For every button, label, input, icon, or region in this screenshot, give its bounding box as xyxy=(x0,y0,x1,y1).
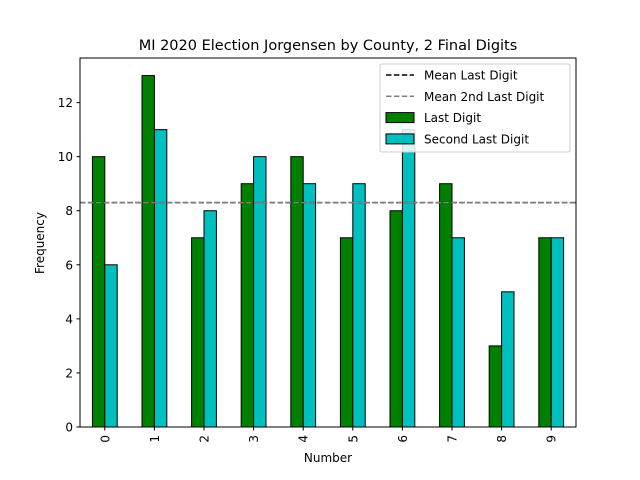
bar-last-digit-9 xyxy=(538,237,552,428)
x-tick-label: 2 xyxy=(198,435,212,443)
y-tick-label: 12 xyxy=(58,96,73,110)
bar-last-digit-6 xyxy=(389,210,403,428)
x-tick-label: 8 xyxy=(495,435,509,443)
bar-last-digit-3 xyxy=(240,183,255,428)
bar-last-digit-8 xyxy=(488,345,503,428)
y-tick-label: 10 xyxy=(58,150,73,164)
legend-swatch-second-last-digit xyxy=(385,133,415,145)
x-axis: 0 1 2 3 4 5 6 7 8 9 xyxy=(98,427,559,443)
y-tick-label: 0 xyxy=(65,421,73,435)
chart-title: MI 2020 Election Jorgensen by County, 2 … xyxy=(139,38,518,54)
x-tick-label: 7 xyxy=(446,435,460,443)
bar-second-last-digit-6 xyxy=(401,129,416,428)
bar-second-last-digit-2 xyxy=(203,210,217,428)
y-tick-label: 8 xyxy=(65,204,73,218)
bar-second-last-digit-5 xyxy=(352,183,366,428)
bar-last-digit-2 xyxy=(191,237,205,428)
legend-box xyxy=(379,63,571,153)
y-tick-label: 2 xyxy=(65,366,73,380)
legend: Mean Last Digit Mean 2nd Last Digit Last D… xyxy=(379,63,571,153)
legend-label-second-last-digit: Second Last Digit xyxy=(424,132,529,146)
x-tick-label: 6 xyxy=(396,435,410,443)
legend-label-mean-2nd-last-digit: Mean 2nd Last Digit xyxy=(424,90,545,104)
bar-last-digit-1 xyxy=(141,75,155,428)
bars-layer xyxy=(91,75,565,428)
bar-second-last-digit-3 xyxy=(253,156,267,428)
y-axis-label: Frequency xyxy=(33,212,47,274)
bar-last-digit-5 xyxy=(339,237,354,428)
x-tick-label: 0 xyxy=(98,435,112,443)
legend-label-last-digit: Last Digit xyxy=(424,111,481,125)
y-tick-label: 4 xyxy=(65,312,73,326)
x-tick-label: 5 xyxy=(346,435,360,443)
legend-swatch-last-digit xyxy=(385,112,415,124)
legend-label-mean-last-digit: Mean Last Digit xyxy=(424,69,518,83)
x-tick-label: 4 xyxy=(297,435,311,443)
bar-last-digit-4 xyxy=(290,156,304,428)
x-tick-label: 9 xyxy=(545,435,559,443)
x-tick-label: 1 xyxy=(148,435,162,443)
plot-frame xyxy=(79,57,577,428)
y-axis: 0 2 4 6 8 10 12 xyxy=(58,96,80,435)
bar-last-digit-0 xyxy=(91,156,106,428)
bar-second-last-digit-8 xyxy=(501,291,515,428)
bar-second-last-digit-7 xyxy=(451,237,465,428)
x-tick-label: 3 xyxy=(247,435,261,443)
bar-second-last-digit-9 xyxy=(550,237,565,428)
x-axis-label: Number xyxy=(304,451,352,465)
y-tick-label: 6 xyxy=(65,258,73,272)
bar-second-last-digit-0 xyxy=(104,264,118,428)
bar-last-digit-7 xyxy=(439,183,453,428)
bar-second-last-digit-4 xyxy=(302,183,317,428)
bar-second-last-digit-1 xyxy=(153,129,168,428)
